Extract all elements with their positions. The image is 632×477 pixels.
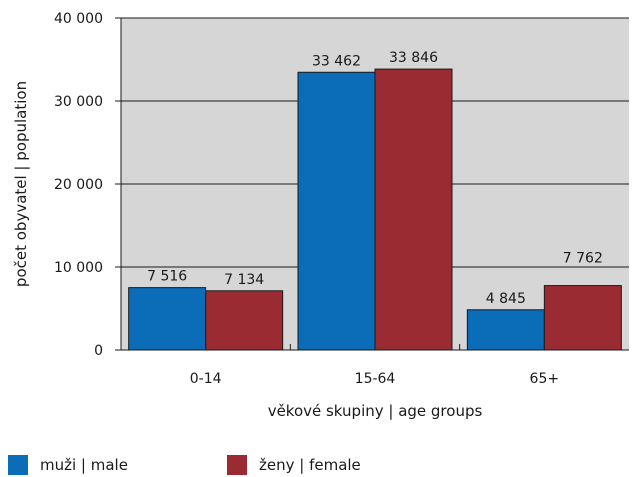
legend-label-male: muži | male	[40, 456, 128, 474]
data-label: 7 762	[563, 251, 603, 267]
y-tick-label: 40 000	[54, 11, 103, 27]
bar	[374, 68, 453, 351]
bar	[128, 287, 207, 351]
bar	[466, 309, 545, 351]
bar-chart: 7 516 7 134 33 462 33 846 4 845 7 762 0 10 000…	[12, 11, 629, 420]
data-label: 33 462	[312, 53, 361, 69]
data-label: 7 134	[224, 272, 264, 288]
x-axis-ticks: 0-14 15-64 65+	[190, 344, 559, 387]
legend: muži | male ženy | female	[0, 455, 632, 477]
x-tick-label: 15-64	[355, 371, 396, 387]
y-tick-label: 0	[94, 343, 103, 359]
legend-item-female: ženy | female	[227, 455, 361, 475]
bar	[205, 290, 284, 351]
y-axis-ticks: 0 10 000 20 000 30 000 40 000	[54, 11, 121, 359]
y-tick-label: 30 000	[54, 94, 103, 110]
data-label: 4 845	[486, 291, 526, 307]
y-tick-label: 10 000	[54, 260, 103, 276]
legend-swatch-female	[227, 455, 247, 475]
data-labels: 7 516 7 134 33 462 33 846 4 845 7 762	[147, 50, 603, 307]
data-label: 7 516	[147, 269, 187, 285]
bar	[543, 285, 622, 351]
y-tick-label: 20 000	[54, 177, 103, 193]
bars	[128, 68, 622, 351]
legend-swatch-male	[8, 455, 28, 475]
x-tick-label: 65+	[530, 371, 560, 387]
data-label: 33 846	[389, 50, 438, 66]
x-axis-title: věkové skupiny | age groups	[268, 402, 483, 420]
bar	[297, 71, 376, 351]
legend-label-female: ženy | female	[259, 456, 361, 474]
x-tick-label: 0-14	[190, 371, 222, 387]
legend-item-male: muži | male	[8, 455, 128, 475]
y-axis-title: počet obyvatel | population	[12, 81, 30, 287]
